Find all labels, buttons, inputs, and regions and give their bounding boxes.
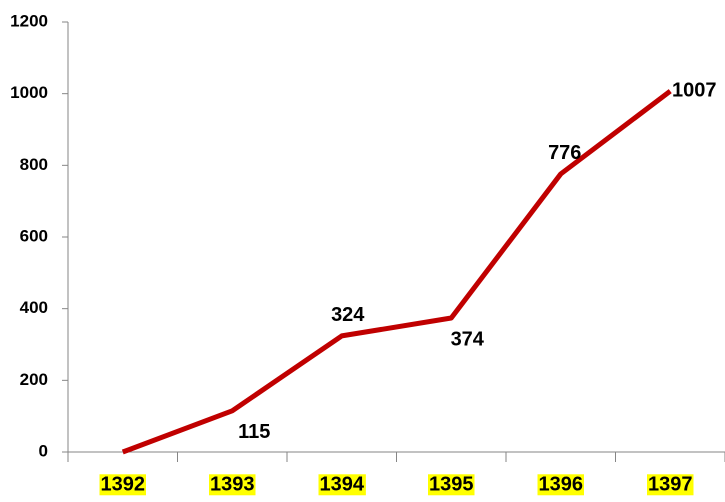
x-tick-highlight: [647, 474, 694, 496]
y-tick-label: 0: [39, 441, 48, 460]
x-tick-highlight: [99, 474, 146, 496]
x-tick-highlight: [537, 474, 584, 496]
y-tick-label: 1000: [10, 83, 48, 102]
y-tick-label: 600: [20, 226, 48, 245]
x-tick-group: 1395: [428, 473, 475, 496]
x-tick-label: 1397: [648, 473, 693, 495]
x-tick-label: 1395: [429, 473, 474, 495]
data-line: [121, 89, 672, 455]
x-tick-label: 1393: [210, 473, 255, 495]
data-label: 115: [238, 421, 270, 443]
x-tick-highlight: [428, 474, 475, 496]
data-label: 324: [331, 304, 365, 326]
x-tick-highlight: [209, 474, 256, 496]
x-tick-highlight: [318, 474, 366, 496]
y-tick-label: 400: [20, 298, 48, 317]
x-tick-group: 1396: [537, 473, 584, 496]
x-tick-group: 1394: [318, 473, 366, 496]
data-label: 776: [548, 142, 581, 164]
x-tick-label: 1394: [320, 473, 365, 495]
y-tick-label: 800: [20, 155, 48, 174]
x-tick-group: 1397: [647, 473, 694, 496]
y-tick-label: 1200: [10, 11, 48, 30]
x-tick-group: 1393: [209, 473, 256, 496]
x-tick-label: 1392: [101, 473, 146, 495]
data-label: 1007: [672, 79, 717, 101]
x-tick-group: 1392: [99, 473, 146, 496]
x-tick-label: 1396: [539, 473, 584, 495]
data-label: 374: [451, 328, 485, 350]
y-tick-label: 200: [20, 370, 48, 389]
